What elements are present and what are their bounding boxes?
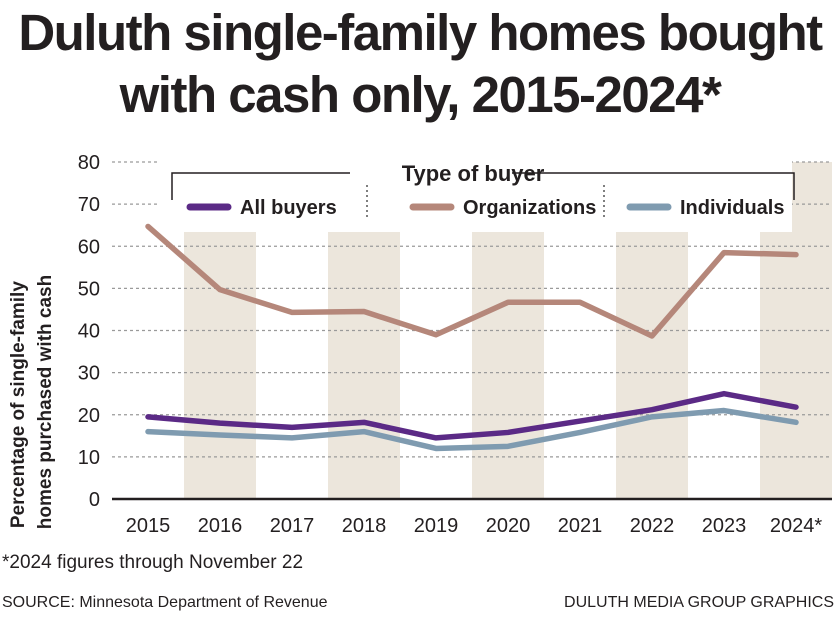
title-line-2: with cash only, 2015-2024* <box>119 66 722 123</box>
legend-label-organizations: Organizations <box>463 197 596 219</box>
x-tick-label: 2019 <box>414 515 459 537</box>
y-axis-label-line-2: homes purchased with cash <box>35 275 56 529</box>
y-tick-label: 50 <box>78 278 100 300</box>
legend-bracket <box>171 172 795 200</box>
x-tick-label: 2016 <box>198 515 243 537</box>
x-tick-label: 2021 <box>558 515 603 537</box>
y-tick-label: 10 <box>78 447 100 469</box>
legend-items: All buyers Organizations Individuals <box>186 197 784 219</box>
x-tick-label: 2017 <box>270 515 315 537</box>
series-line-organizations <box>145 223 799 339</box>
legend-label-all-buyers: All buyers <box>240 197 337 219</box>
series-line-individuals <box>145 407 799 452</box>
x-tick-label: 2015 <box>126 515 171 537</box>
series-line-all-buyers <box>145 390 799 441</box>
x-axis-tick-labels: 2015 2016 2017 2018 2019 2020 2021 2022 2023 2024… <box>126 515 823 537</box>
source-note: SOURCE: Minnesota Department of Revenue <box>2 594 328 611</box>
x-tick-label: 2023 <box>702 515 747 537</box>
legend-title: Type of buyer <box>402 161 545 186</box>
x-tick-label: 2020 <box>486 515 531 537</box>
y-axis-tick-labels: 0 10 20 30 40 50 60 70 80 <box>78 152 100 511</box>
y-tick-label: 20 <box>78 405 100 427</box>
legend-box <box>160 152 792 232</box>
chart-title: Duluth single-family homes bought with c… <box>0 2 840 126</box>
y-tick-label: 60 <box>78 236 100 258</box>
y-axis-label-line-1: Percentage of single-family <box>8 281 29 529</box>
legend-label-individuals: Individuals <box>680 197 784 219</box>
legend: Type of buyer All buyers Organizations Ind… <box>160 152 795 232</box>
x-tick-label: 2018 <box>342 515 387 537</box>
x-tick-label: 2024* <box>770 515 822 537</box>
y-axis-label: Percentage of single-family homes purcha… <box>8 275 56 529</box>
y-tick-label: 40 <box>78 321 100 343</box>
graphics-credit: DULUTH MEDIA GROUP GRAPHICS <box>564 594 834 611</box>
title-line-1: Duluth single-family homes bought <box>18 4 823 61</box>
y-tick-label: 0 <box>89 489 100 511</box>
y-tick-label: 70 <box>78 194 100 216</box>
series-lines <box>145 223 799 452</box>
y-tick-label: 30 <box>78 363 100 385</box>
footnote: *2024 figures through November 22 <box>2 552 304 573</box>
x-tick-label: 2022 <box>630 515 675 537</box>
y-tick-label: 80 <box>78 152 100 174</box>
